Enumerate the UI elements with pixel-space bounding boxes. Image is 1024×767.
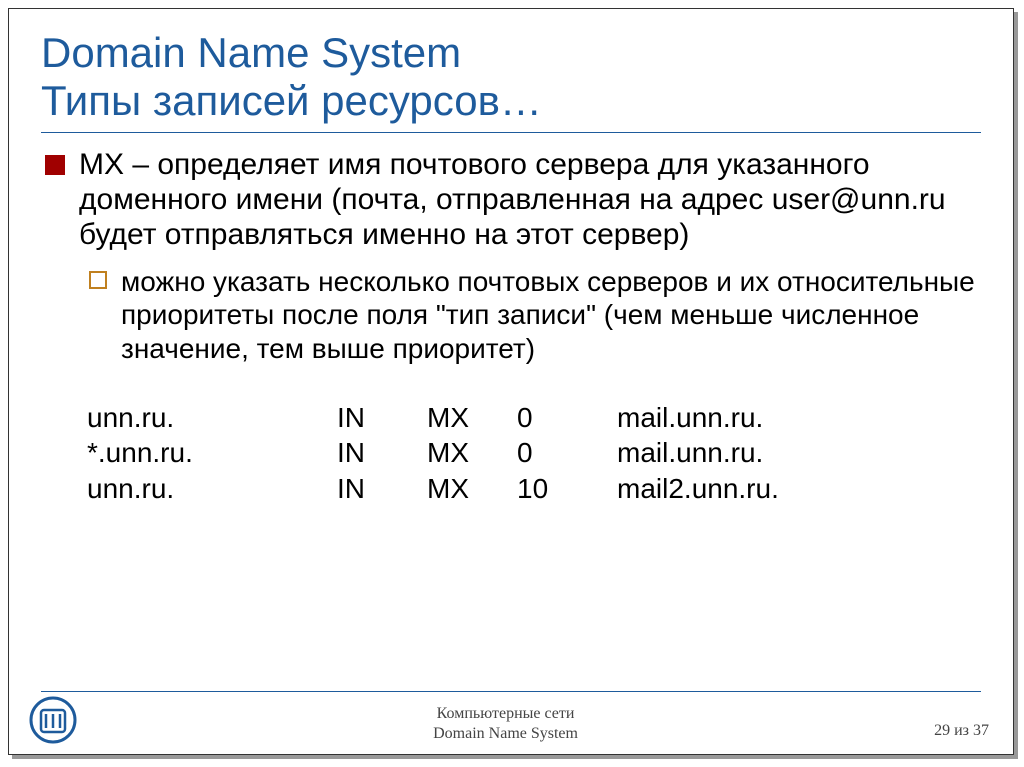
record-domain: unn.ru. [87, 471, 337, 507]
record-row: unn.ru. IN MX 0 mail.unn.ru. [87, 400, 981, 436]
record-class: IN [337, 435, 427, 471]
title-line-1: Domain Name System [41, 29, 981, 77]
slide-title: Domain Name System Типы записей ресурсов… [41, 29, 981, 126]
record-row: unn.ru. IN MX 10 mail2.unn.ru. [87, 471, 981, 507]
title-line-2: Типы записей ресурсов… [41, 77, 981, 125]
record-class: IN [337, 400, 427, 436]
record-target: mail.unn.ru. [617, 400, 763, 436]
record-target: mail.unn.ru. [617, 435, 763, 471]
hollow-square-bullet-icon [89, 271, 107, 289]
record-class: IN [337, 471, 427, 507]
record-priority: 0 [517, 400, 617, 436]
footer-center: Компьютерные сети Domain Name System [77, 704, 934, 744]
dns-records-block: unn.ru. IN MX 0 mail.unn.ru. *.unn.ru. I… [41, 400, 981, 507]
logo-icon [29, 696, 77, 744]
page-total: 37 [973, 722, 989, 739]
footer-rule [41, 691, 981, 692]
record-type: MX [427, 471, 517, 507]
slide-frame: Domain Name System Типы записей ресурсов… [8, 8, 1014, 755]
bullet-level-1: MX – определяет имя почтового сервера дл… [41, 147, 981, 253]
bullet-1-text: MX – определяет имя почтового сервера дл… [79, 147, 981, 253]
record-row: *.unn.ru. IN MX 0 mail.unn.ru. [87, 435, 981, 471]
record-domain: *.unn.ru. [87, 435, 337, 471]
footer-page: 29 из 37 [934, 722, 989, 744]
title-rule [41, 132, 981, 133]
record-type: MX [427, 435, 517, 471]
record-target: mail2.unn.ru. [617, 471, 779, 507]
record-priority: 0 [517, 435, 617, 471]
slide-footer: Компьютерные сети Domain Name System 29 … [9, 696, 1013, 748]
bullet-2-text: можно указать несколько почтовых серверо… [121, 265, 981, 366]
page-current: 29 [934, 722, 950, 739]
footer-line-2: Domain Name System [77, 724, 934, 744]
bullet-level-2: можно указать несколько почтовых серверо… [85, 265, 981, 366]
record-type: MX [427, 400, 517, 436]
bullet-level-2-block: можно указать несколько почтовых серверо… [41, 265, 981, 366]
page-sep: из [950, 722, 973, 739]
record-domain: unn.ru. [87, 400, 337, 436]
record-priority: 10 [517, 471, 617, 507]
footer-line-1: Компьютерные сети [77, 704, 934, 724]
square-bullet-icon [45, 155, 65, 175]
